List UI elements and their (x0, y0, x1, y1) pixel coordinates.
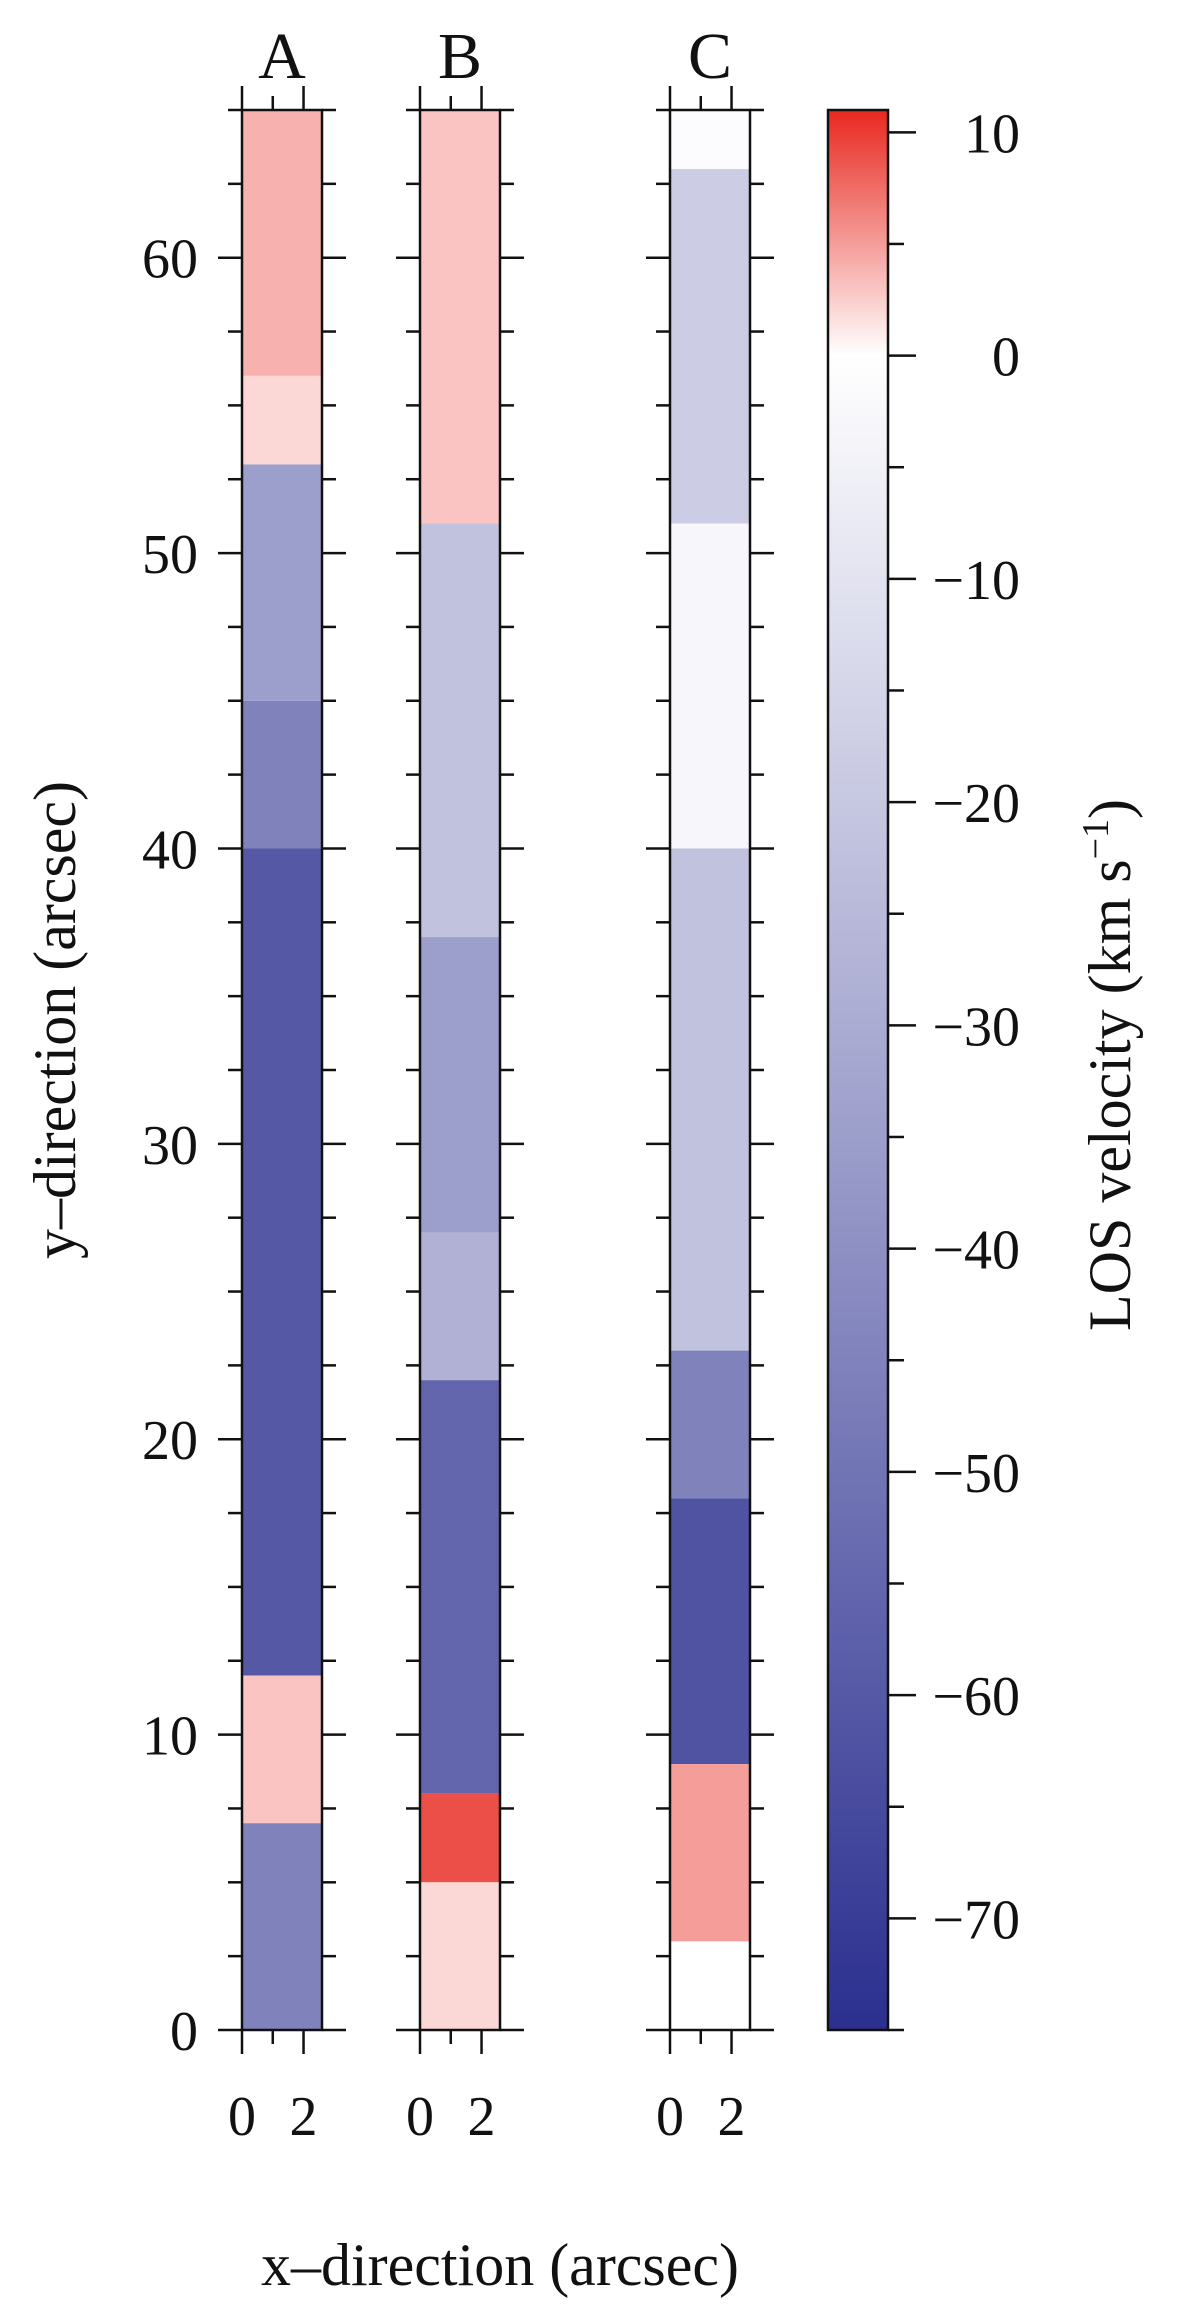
colorbar-title-close: ) (1077, 799, 1143, 819)
panels-layer: A0 2B0 2C0 2 (218, 20, 774, 2148)
colorbar-layer: 10 0 −10 −20 −30 −40 −50 −60 −70 (826, 103, 1020, 2032)
velocity-region-b-0 (420, 110, 500, 524)
panel-a: A 0 2 (218, 20, 346, 2148)
colorbar-tick-label: −50 (932, 1443, 1020, 1505)
x-tick-label: 2 (290, 2086, 318, 2148)
velocity-region-a-5 (242, 1675, 322, 1824)
velocity-region-a-6 (242, 1823, 322, 2030)
velocity-region-b-6 (420, 1882, 500, 2030)
velocity-region-a-2 (242, 464, 322, 701)
velocity-region-c-2 (670, 523, 750, 849)
velocity-region-c-0 (670, 110, 750, 170)
panel-b: B 0 2 (396, 20, 524, 2148)
velocity-region-c-7 (670, 1941, 750, 2030)
velocity-region-b-1 (420, 523, 500, 938)
x-tick-label: 2 (468, 2086, 496, 2148)
panel-label-a: A (258, 20, 306, 93)
colorbar-title-superscript: −1 (1075, 819, 1117, 859)
panel-label-c: C (688, 20, 732, 93)
x-tick-label: 2 (718, 2086, 746, 2148)
colorbar-tick-label: −30 (932, 996, 1020, 1058)
colorbar-title-main: LOS velocity (km s (1077, 859, 1143, 1331)
colorbar-tick-label: 0 (992, 327, 1020, 389)
velocity-region-a-3 (242, 700, 322, 849)
velocity-region-c-4 (670, 1350, 750, 1499)
velocity-region-a-0 (242, 110, 322, 376)
colorbar-tick-label: −10 (932, 550, 1020, 612)
velocity-region-b-4 (420, 1380, 500, 1794)
colorbar-fill (828, 110, 888, 2030)
velocity-region-c-3 (670, 848, 750, 1351)
y-tick-label: 50 (142, 524, 198, 586)
colorbar-frame (826, 108, 890, 2032)
velocity-region-a-4 (242, 848, 322, 1676)
y-tick-label: 40 (142, 819, 198, 881)
x-tick-label: 0 (228, 2086, 256, 2148)
velocity-region-b-5 (420, 1793, 500, 1883)
y-tick-label: 10 (142, 1706, 198, 1768)
y-tick-label: 0 (170, 2001, 198, 2063)
velocity-region-b-3 (420, 1232, 500, 1381)
y-axis-title: y–direction (arcsec) (22, 781, 88, 1259)
x-tick-label: 0 (656, 2086, 684, 2148)
x-axis-title: x–direction (arcsec) (261, 2232, 739, 2298)
velocity-region-a-1 (242, 375, 322, 465)
panel-label-b: B (438, 20, 482, 93)
y-tick-label: 60 (142, 229, 198, 291)
colorbar-tick-label: −20 (932, 773, 1020, 835)
y-tick-label: 30 (142, 1115, 198, 1177)
colorbar-tick-label: −60 (932, 1666, 1020, 1728)
velocity-region-b-2 (420, 937, 500, 1233)
colorbar-tick-label: 10 (964, 103, 1020, 165)
velocity-region-c-1 (670, 169, 750, 524)
colorbar-tick-label: −70 (932, 1889, 1020, 1951)
panel-c: C 0 2 (646, 20, 774, 2148)
velocity-region-c-5 (670, 1498, 750, 1765)
axes-text-layer: y–direction (arcsec) x–direction (arcsec… (22, 229, 1143, 2298)
y-tick-label: 20 (142, 1410, 198, 1472)
colorbar-title: LOS velocity (km s−1) (1075, 799, 1143, 1331)
velocity-region-c-6 (670, 1764, 750, 1942)
colorbar-tick-label: −40 (932, 1220, 1020, 1282)
x-tick-label: 0 (406, 2086, 434, 2148)
